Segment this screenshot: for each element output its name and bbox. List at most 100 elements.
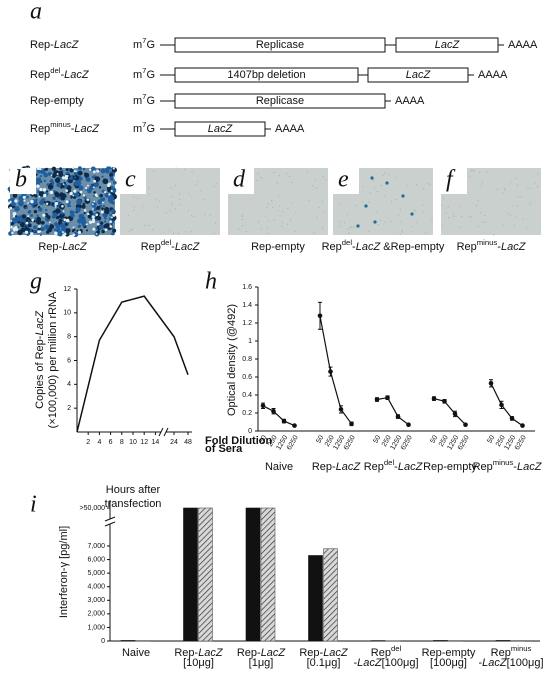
- y-tick-label: 12: [63, 286, 71, 293]
- background-speck: [23, 199, 26, 202]
- x-tick-label: 10: [129, 439, 137, 446]
- background-speck: [422, 204, 424, 206]
- stained-cell: [111, 232, 115, 236]
- background-speck: [395, 177, 397, 179]
- text-segment: Rep-: [299, 647, 323, 659]
- y-tick-label: 1: [248, 338, 252, 345]
- stained-cell: [18, 200, 24, 207]
- y-tick-label: 0.4: [242, 392, 252, 399]
- stained-cell: [99, 198, 104, 203]
- data-line: [490, 383, 523, 427]
- text-segment: 7: [142, 66, 146, 75]
- background-speck: [477, 225, 480, 228]
- y-tick-label: 0: [101, 638, 105, 645]
- background-speck: [27, 202, 29, 204]
- y-tick-label: 2: [67, 405, 71, 412]
- background-speck: [39, 168, 42, 171]
- data-point: [488, 381, 494, 386]
- stained-cell: [91, 201, 97, 208]
- stained-cell: [38, 207, 43, 212]
- micrograph-caption: Rep-LacZ: [38, 241, 88, 253]
- text-segment: Naive: [122, 647, 150, 659]
- bar: [308, 555, 323, 642]
- background-speck: [480, 184, 482, 187]
- background-speck: [441, 204, 443, 207]
- data-point: [406, 422, 411, 428]
- axis-break: [104, 521, 116, 527]
- background-speck: [285, 173, 288, 175]
- background-speck: [520, 196, 523, 198]
- background-speck: [517, 196, 519, 198]
- background-speck: [278, 174, 281, 177]
- stained-cell: [49, 224, 55, 230]
- background-speck: [159, 200, 161, 202]
- stained-cell: [33, 225, 37, 230]
- background-speck: [54, 201, 59, 206]
- stained-cell: [410, 212, 414, 216]
- background-speck: [427, 182, 429, 185]
- stained-cell: [39, 233, 42, 236]
- background-speck: [72, 226, 75, 229]
- x-tick-label: 8: [120, 439, 124, 446]
- stained-cell: [25, 206, 28, 210]
- text-segment: LacZ: [398, 461, 424, 473]
- construct-name: Repminus-LacZ: [30, 120, 100, 135]
- stained-cell: [40, 169, 46, 175]
- category-label: -LacZ[100μg]: [478, 657, 543, 669]
- data-point: [509, 416, 515, 421]
- text-segment: minus: [477, 238, 498, 247]
- background-speck: [62, 233, 65, 236]
- panel-label: h: [205, 269, 217, 295]
- background-speck: [529, 187, 531, 190]
- background-speck: [316, 216, 318, 218]
- stained-cell: [112, 228, 117, 233]
- background-speck: [42, 213, 46, 217]
- background-speck: [530, 201, 532, 203]
- background-speck: [82, 194, 86, 197]
- stained-cell: [103, 224, 108, 229]
- dilution-label: 250: [381, 434, 393, 448]
- text-segment: LacZ: [208, 123, 234, 135]
- stained-cell: [385, 181, 389, 185]
- stained-cell: [64, 223, 68, 227]
- background-speck: [347, 228, 349, 230]
- data-line: [76, 295, 189, 433]
- background-speck: [241, 218, 244, 221]
- y-tick-label: 7,000: [87, 543, 105, 550]
- stained-cell: [109, 213, 113, 217]
- stained-cell: [370, 176, 374, 180]
- stained-cell: [60, 211, 64, 215]
- stained-cell: [77, 225, 81, 228]
- stained-cell: [34, 217, 38, 220]
- background-speck: [12, 212, 17, 216]
- stained-cell: [356, 224, 360, 228]
- dilution-label: 6250: [514, 434, 528, 451]
- panel-label: d: [233, 167, 246, 193]
- background-speck: [242, 225, 244, 227]
- text-segment: Rep: [30, 123, 50, 135]
- background-speck: [441, 225, 443, 227]
- stained-cell: [36, 214, 39, 217]
- background-speck: [209, 214, 211, 216]
- background-speck: [271, 201, 273, 203]
- background-speck: [413, 209, 416, 211]
- background-speck: [148, 224, 150, 226]
- stained-cell: [77, 218, 83, 224]
- stained-cell: [110, 209, 115, 214]
- background-speck: [24, 230, 29, 234]
- background-speck: [38, 195, 41, 198]
- background-speck: [27, 215, 30, 218]
- background-speck: [88, 220, 93, 224]
- text-segment: LacZ: [323, 647, 349, 659]
- background-speck: [348, 232, 350, 234]
- panel-label: c: [125, 167, 136, 193]
- gene-label: Replicase: [256, 39, 304, 51]
- data-point: [385, 395, 390, 401]
- background-speck: [96, 222, 100, 226]
- background-speck: [279, 215, 281, 217]
- background-speck: [86, 184, 89, 187]
- text-segment: -: [71, 123, 75, 135]
- stained-cell: [104, 192, 110, 198]
- text-segment: Rep: [141, 241, 161, 253]
- background-speck: [423, 188, 425, 190]
